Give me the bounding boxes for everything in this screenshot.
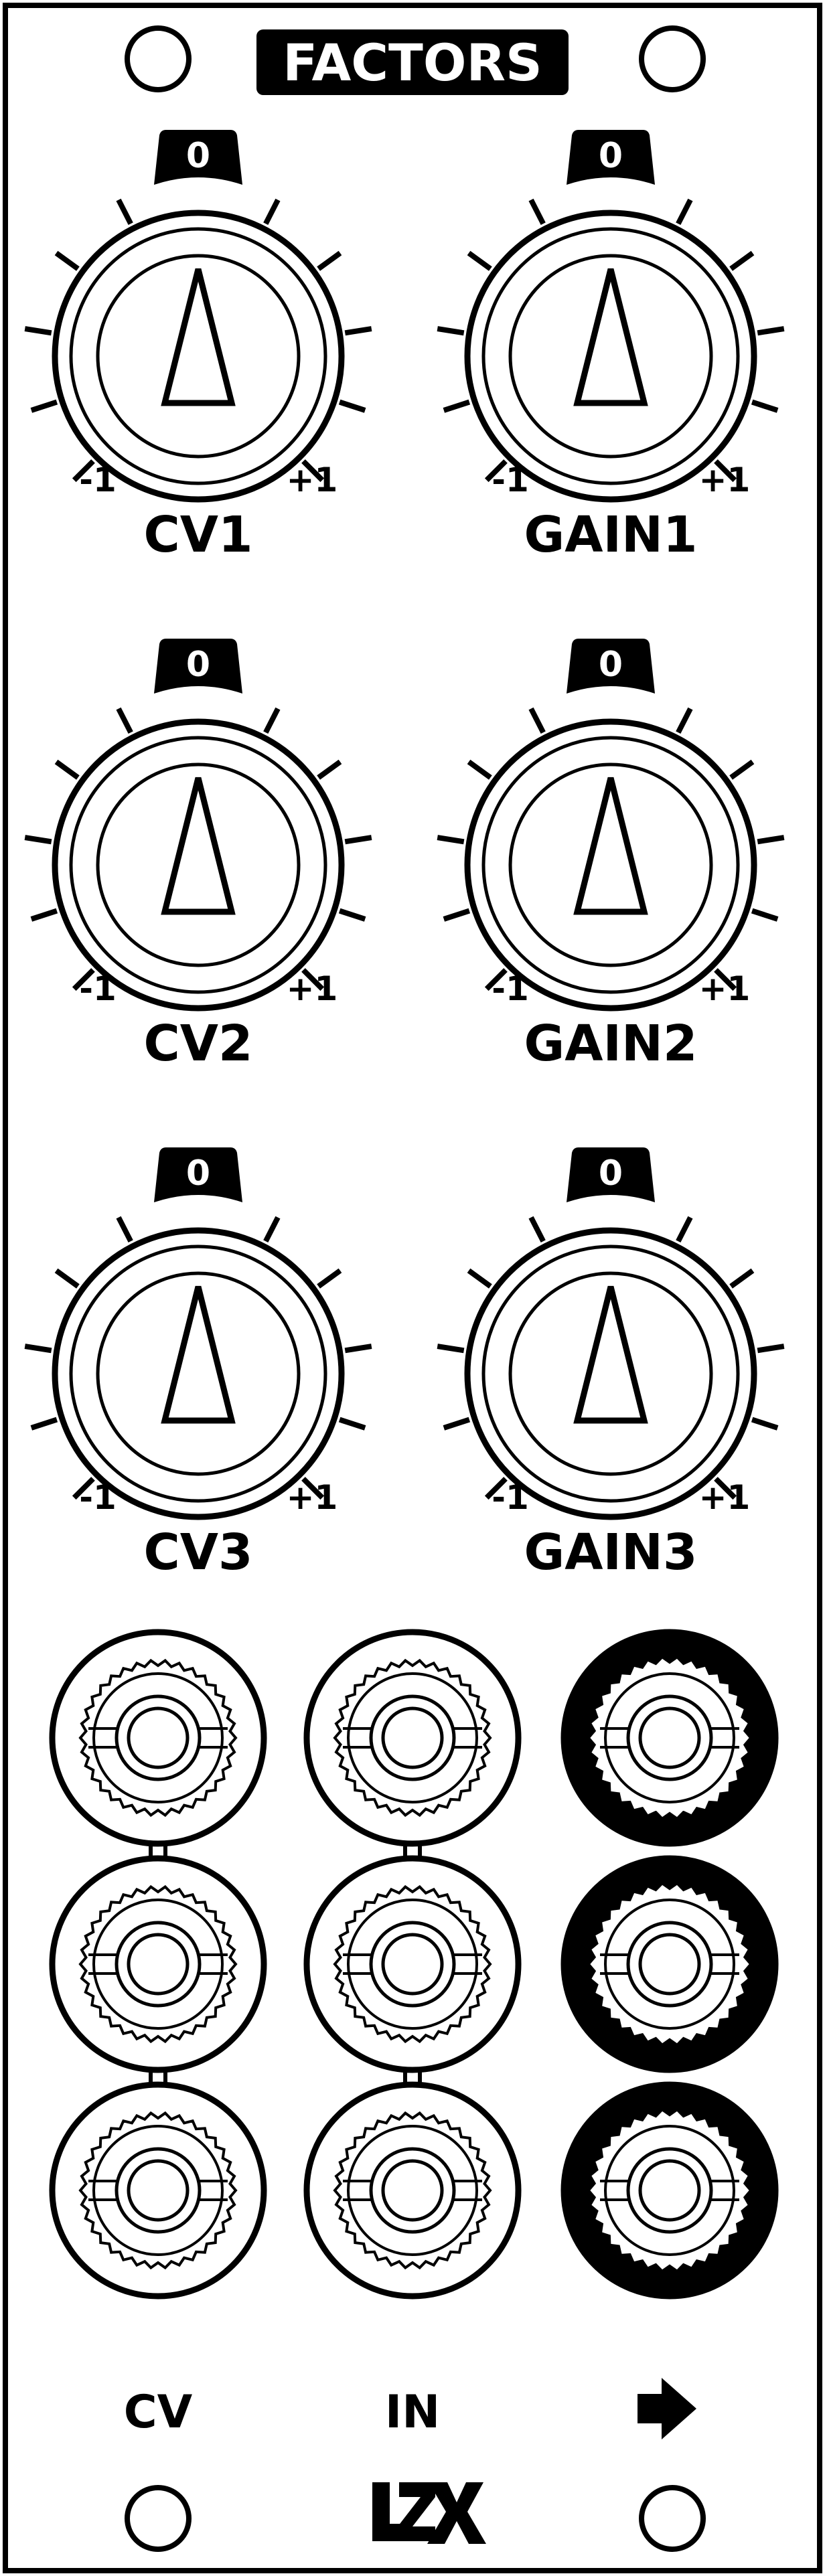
knob-skirt-ring [481,736,740,994]
knob-skirt-ring [481,1244,740,1503]
zero-marker: 0 [567,639,655,694]
jack-in-1[interactable] [303,1629,522,1847]
jack-hole [638,1933,701,1996]
knob-scale-ticks [437,198,785,483]
knob-scale-ticks [24,707,372,991]
knob-max-label: +1 [699,969,751,1008]
jack-nut-inner-ring [92,2125,224,2256]
knob-name-label: CV3 [143,1524,252,1581]
knob-pointer-icon [573,268,648,406]
jack-nut-inner-ring [604,1672,735,1803]
jack-hole [638,1706,701,1769]
knob-name-label: GAIN2 [524,1015,698,1072]
knob-max-label: +1 [699,1478,751,1517]
column-label-cv: CV [124,2386,193,2439]
knob-skirt-ring [69,1244,327,1503]
jack-hole [381,2159,444,2222]
zero-marker-label: 0 [186,1153,210,1194]
knob-cap-ring [508,1271,713,1476]
knob-cv2[interactable]: 0 -1 +1 CV2 [24,639,372,1072]
knob-max-label: +1 [287,1478,338,1517]
knob-cv1[interactable]: 0 -1 +1 CV1 [24,130,372,564]
jack-nut-inner-ring [92,1672,224,1803]
output-jack-1[interactable] [560,1629,779,1847]
knob-cap-ring [96,1271,301,1476]
right-arrow-icon [638,2378,696,2439]
knob-skirt-ring [69,736,327,994]
jack-hole [381,1706,444,1769]
knob-cap-ring [96,254,301,459]
zero-marker: 0 [567,1147,655,1202]
knob-cv3[interactable]: 0 -1 +1 CV3 [24,1147,372,1581]
svg-text:FACTORS: FACTORS [283,33,542,92]
jack-nut-inner-ring [347,1899,478,2030]
zero-marker: 0 [154,639,242,694]
knob-min-label: -1 [492,1478,529,1517]
knob-pointer-icon [161,1285,236,1424]
knob-cap-ring [508,254,713,459]
jack-cv-1[interactable] [49,1629,267,1847]
zero-marker-label: 0 [599,136,623,176]
mounting-hole-top-left [125,25,192,92]
zero-marker: 0 [154,1147,242,1202]
knob-name-label: CV1 [143,506,252,564]
knob-skirt-ring [69,227,327,485]
knob-cap-ring [508,762,713,967]
zero-marker-label: 0 [186,645,210,685]
knob-min-label: -1 [492,461,529,499]
jack-nut-inner-ring [92,1899,224,2030]
knob-scale-ticks [437,1216,785,1500]
jack-in-2[interactable] [303,1855,522,2073]
knob-min-label: -1 [79,969,117,1008]
knob-name-label: GAIN3 [524,1524,698,1581]
zero-marker: 0 [567,130,655,185]
knob-scale-ticks [437,707,785,991]
knob-name-label: CV2 [143,1015,252,1072]
knob-cap-ring [96,762,301,967]
zero-marker-label: 0 [599,645,623,685]
jack-in-3[interactable] [303,2081,522,2300]
knob-min-label: -1 [79,1478,117,1517]
mounting-hole-bottom-left [125,2485,192,2552]
knob-scale-ticks [24,1216,372,1500]
knob-scale-ticks [24,198,372,483]
jack-hole [381,1933,444,1996]
knob-skirt-ring [481,227,740,485]
zero-marker: 0 [154,130,242,185]
lzx-logo [372,2482,486,2544]
zero-marker-label: 0 [186,136,210,176]
jack-hole [127,1706,190,1769]
module-title: FACTORS [256,29,569,95]
jack-nut-inner-ring [347,1672,478,1803]
output-jack-2[interactable] [560,1855,779,2073]
column-label-in: IN [385,2386,440,2439]
knob-pointer-icon [161,777,236,915]
zero-marker-label: 0 [599,1153,623,1194]
mounting-hole-top-right [639,25,706,92]
jack-hole [127,1933,190,1996]
jack-hole [127,2159,190,2222]
jack-cv-3[interactable] [49,2081,267,2300]
knob-max-label: +1 [287,969,338,1008]
jack-cv-2[interactable] [49,1855,267,2073]
knob-name-label: GAIN1 [524,506,698,564]
output-jack-3[interactable] [560,2081,779,2300]
knob-max-label: +1 [287,461,338,499]
jack-nut-inner-ring [604,1899,735,2030]
knob-pointer-icon [573,1285,648,1424]
knob-min-label: -1 [492,969,529,1008]
knob-min-label: -1 [79,461,117,499]
knob-max-label: +1 [699,461,751,499]
mounting-hole-bottom-right [639,2485,706,2552]
jack-nut-inner-ring [347,2125,478,2256]
jack-nut-inner-ring [604,2125,735,2256]
jack-hole [638,2159,701,2222]
knob-pointer-icon [573,777,648,915]
knob-pointer-icon [161,268,236,406]
